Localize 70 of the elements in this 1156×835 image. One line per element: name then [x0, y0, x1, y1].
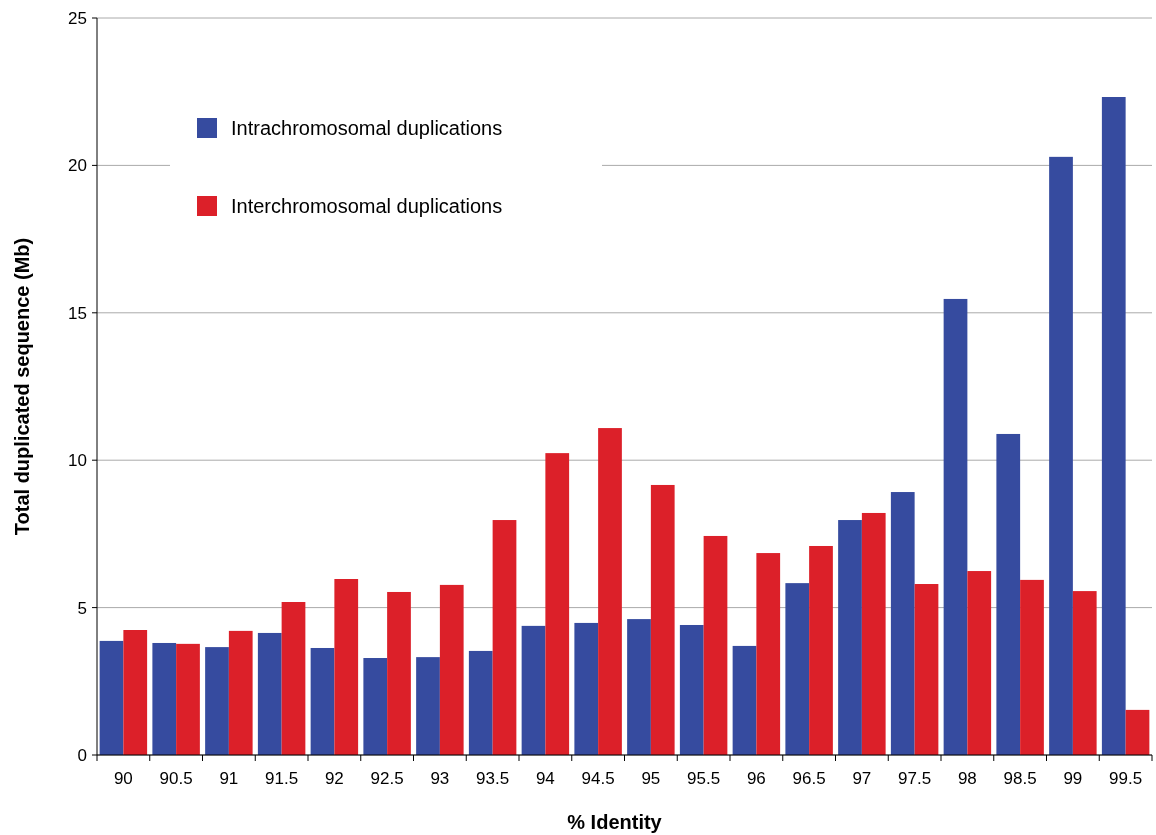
- bar: [1072, 591, 1097, 755]
- bar: [416, 657, 440, 755]
- bar: [1049, 156, 1073, 755]
- x-tick-label: 92.5: [370, 769, 404, 788]
- x-tick-label: 96.5: [792, 769, 826, 788]
- x-tick-label: 90: [113, 769, 133, 788]
- x-axis-title: % Identity: [567, 811, 663, 833]
- x-tick-label: 94: [535, 769, 555, 788]
- bar: [679, 624, 704, 755]
- x-tick-label: 97: [852, 769, 872, 788]
- bar: [152, 642, 177, 755]
- bar: [439, 584, 464, 755]
- legend-label: Intrachromosomal duplications: [231, 117, 503, 139]
- bar: [732, 645, 757, 755]
- x-tick-label: 91.5: [265, 769, 299, 788]
- bar: [257, 632, 282, 755]
- bar: [627, 619, 651, 755]
- bar: [363, 658, 388, 755]
- bar: [967, 571, 992, 755]
- x-tick-label: 97.5: [898, 769, 932, 788]
- bar: [99, 640, 124, 755]
- bar: [387, 591, 411, 755]
- bar: [996, 433, 1021, 755]
- x-tick-label: 93.5: [476, 769, 510, 788]
- bar: [123, 630, 148, 755]
- bar: [838, 520, 862, 755]
- x-tick-label: 98: [957, 769, 977, 788]
- bar: [1101, 97, 1126, 755]
- x-tick-label: 93: [430, 769, 450, 788]
- x-tick-label: 99.5: [1109, 769, 1143, 788]
- bar: [809, 545, 833, 755]
- bar: [785, 583, 810, 755]
- legend-label: Interchromosomal duplications: [231, 195, 503, 217]
- x-tick-label: 95: [641, 769, 661, 788]
- y-tick-label: 15: [68, 303, 87, 323]
- bar: [650, 484, 675, 755]
- bar: [943, 298, 968, 755]
- x-tick-label: 95.5: [687, 769, 721, 788]
- bar: [281, 602, 306, 755]
- y-tick-label: 0: [77, 745, 87, 765]
- x-tick-label: 90.5: [159, 769, 193, 788]
- y-axis-title: Total duplicated sequence (Mb): [11, 237, 33, 536]
- bar: [861, 512, 886, 755]
- bar: [756, 553, 781, 755]
- x-tick-label: 92: [324, 769, 344, 788]
- bar: [914, 584, 939, 755]
- bar: [228, 630, 253, 755]
- bar: [703, 535, 728, 755]
- bar: [1020, 579, 1044, 755]
- y-tick-label: 10: [68, 451, 87, 471]
- bar: [334, 579, 359, 755]
- x-tick-label: 91: [219, 769, 239, 788]
- x-tick-label: 96: [746, 769, 766, 788]
- bar: [890, 492, 915, 755]
- y-tick-label: 5: [77, 598, 87, 618]
- bar: [176, 643, 200, 755]
- bar: [521, 625, 546, 755]
- bar: [574, 622, 599, 755]
- bar: [492, 520, 517, 755]
- x-tick-label: 99: [1063, 769, 1083, 788]
- y-tick-label: 20: [68, 156, 87, 176]
- bar: [545, 453, 570, 755]
- x-tick-label: 98.5: [1003, 769, 1037, 788]
- bar: [468, 650, 493, 755]
- x-tick-label: 94.5: [581, 769, 615, 788]
- bar: [310, 647, 335, 755]
- bar: [205, 647, 229, 755]
- bar: [598, 428, 622, 755]
- y-tick-label: 25: [68, 8, 87, 28]
- bar: [1125, 709, 1150, 755]
